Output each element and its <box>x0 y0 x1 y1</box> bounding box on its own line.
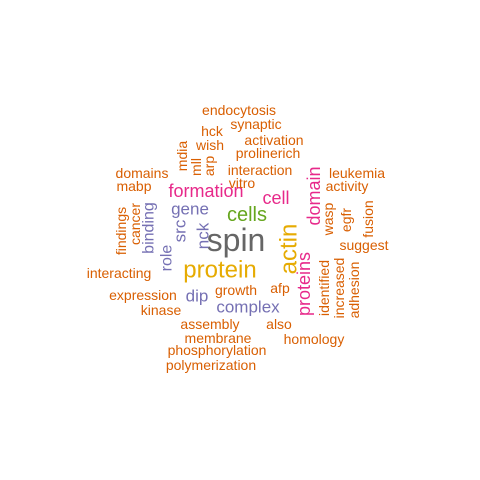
cloud-word-domains: domains <box>116 165 169 181</box>
cloud-word-leukemia: leukemia <box>329 165 385 181</box>
cloud-word-domain: domain <box>304 166 324 225</box>
cloud-word-mll: mll <box>188 158 204 176</box>
cloud-word-protein: protein <box>183 257 256 284</box>
cloud-word-activation: activation <box>244 132 303 148</box>
cloud-word-adhesion: adhesion <box>346 262 362 319</box>
cloud-word-expression: expression <box>109 287 177 303</box>
cloud-word-afp: afp <box>270 280 290 296</box>
cloud-word-gene: gene <box>171 200 209 219</box>
cloud-word-cells: cells <box>227 204 267 226</box>
cloud-word-polymerization: polymerization <box>166 357 256 373</box>
cloud-word-cancer: cancer <box>127 203 143 245</box>
cloud-word-homology: homology <box>284 331 345 347</box>
cloud-word-assembly: assembly <box>180 316 239 332</box>
cloud-word-fusion: fusion <box>360 200 376 237</box>
cloud-word-prolinerich: prolinerich <box>236 145 301 161</box>
cloud-word-suggest: suggest <box>339 237 388 253</box>
cloud-word-hck: hck <box>201 123 224 139</box>
cloud-word-interacting: interacting <box>87 265 152 281</box>
cloud-word-growth: growth <box>215 282 257 298</box>
cloud-word-binding: binding <box>141 202 158 254</box>
cloud-word-synaptic: synaptic <box>230 116 281 132</box>
cloud-word-actin: actin <box>276 224 303 275</box>
cloud-word-interaction: interaction <box>228 162 293 178</box>
cloud-word-formation: formation <box>168 181 243 201</box>
cloud-word-role: role <box>159 245 176 272</box>
cloud-word-spin: spin <box>207 222 266 258</box>
cloud-word-cell: cell <box>262 188 289 208</box>
cloud-word-complex: complex <box>216 298 280 317</box>
cloud-word-vitro: vitro <box>229 175 256 191</box>
cloud-word-wasp: wasp <box>320 202 336 236</box>
cloud-word-identified: identified <box>316 260 332 316</box>
cloud-word-phosphorylation: phosphorylation <box>168 342 267 358</box>
cloud-word-also: also <box>266 316 292 332</box>
cloud-word-increased: increased <box>331 258 347 319</box>
cloud-word-activity: activity <box>326 178 369 194</box>
cloud-word-endocytosis: endocytosis <box>202 102 276 118</box>
cloud-word-mdia: mdia <box>174 141 190 172</box>
cloud-word-nck: nck <box>194 222 213 249</box>
cloud-word-wish: wish <box>195 137 224 153</box>
cloud-word-src: src <box>171 219 190 242</box>
cloud-word-membrane: membrane <box>185 330 252 346</box>
cloud-word-egfr: egfr <box>338 208 354 232</box>
cloud-word-proteins: proteins <box>294 252 314 316</box>
cloud-word-findings: findings <box>113 207 129 255</box>
cloud-word-kinase: kinase <box>141 302 182 318</box>
cloud-word-mabp: mabp <box>116 178 151 194</box>
cloud-word-dip: dip <box>186 287 209 306</box>
cloud-word-arp: arp <box>201 156 217 176</box>
